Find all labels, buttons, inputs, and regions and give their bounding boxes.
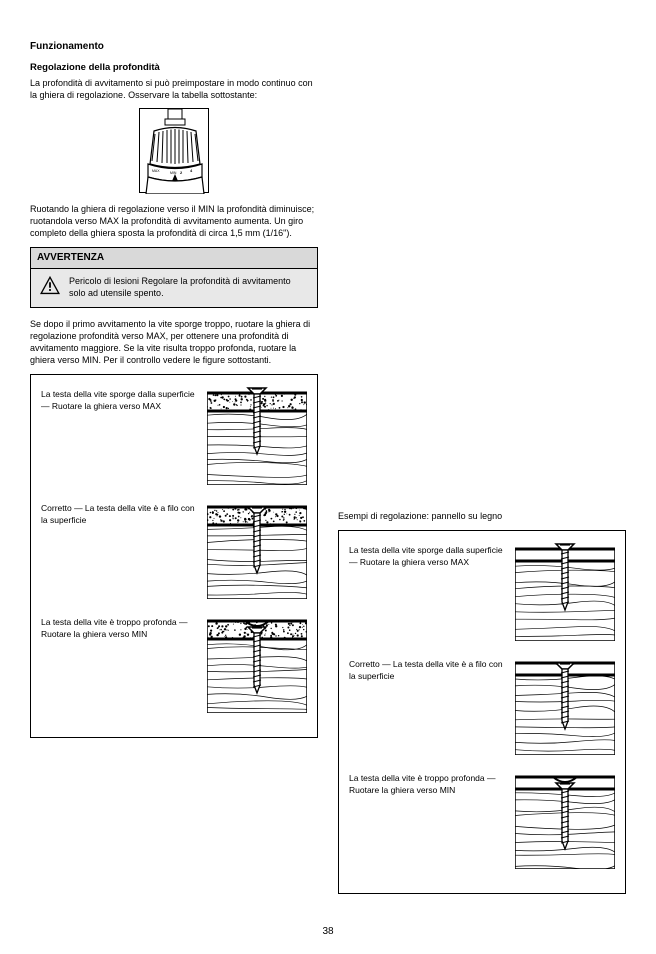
dial-label-max: MAX bbox=[152, 169, 160, 173]
screw-example-illustration bbox=[515, 541, 615, 641]
screw-example-row: Corretto — La testa della vite è a filo … bbox=[41, 499, 307, 599]
screw-example-illustration bbox=[515, 769, 615, 869]
screw-illustration bbox=[515, 769, 615, 869]
subsection-title: Regolazione della profondità bbox=[30, 62, 318, 75]
right-column: Esempi di regolazione: pannello su legno… bbox=[338, 40, 626, 894]
depth-dial-figure: MAX MIN 2 4 bbox=[139, 108, 209, 193]
screw-illustration bbox=[515, 541, 615, 641]
warning-icon bbox=[39, 275, 61, 298]
paragraph: La profondità di avvitamento si può prei… bbox=[30, 77, 318, 101]
screw-example-illustration bbox=[207, 499, 307, 599]
screw-example-row: La testa della vite è troppo profonda — … bbox=[349, 769, 615, 869]
warning-body: Pericolo di lesioni Regolare la profondi… bbox=[31, 269, 317, 307]
screw-example-row: La testa della vite sporge dalla superfi… bbox=[349, 541, 615, 641]
screw-illustration bbox=[207, 385, 307, 485]
dial-svg: MAX MIN 2 4 bbox=[140, 109, 210, 194]
screw-example-label: Corretto — La testa della vite è a filo … bbox=[349, 655, 507, 682]
screw-example-label: La testa della vite sporge dalla superfi… bbox=[41, 385, 199, 412]
warning-box: AVVERTENZA Pericolo di lesioni Regolare … bbox=[30, 247, 318, 308]
screw-example-illustration bbox=[207, 613, 307, 713]
section-title: Funzionamento bbox=[30, 40, 318, 54]
screw-examples-box-right: La testa della vite sporge dalla superfi… bbox=[338, 530, 626, 894]
screw-illustration bbox=[207, 499, 307, 599]
screw-example-row: Corretto — La testa della vite è a filo … bbox=[349, 655, 615, 755]
screw-example-label: La testa della vite è troppo profonda — … bbox=[41, 613, 199, 640]
page-columns: Funzionamento Regolazione della profondi… bbox=[30, 40, 626, 894]
left-column: Funzionamento Regolazione della profondi… bbox=[30, 40, 318, 894]
screw-example-illustration bbox=[515, 655, 615, 755]
screw-example-label: Corretto — La testa della vite è a filo … bbox=[41, 499, 199, 526]
screw-illustration bbox=[515, 655, 615, 755]
dial-label-min: MIN bbox=[170, 171, 177, 175]
screw-example-label: La testa della vite è troppo profonda — … bbox=[349, 769, 507, 796]
screw-example-label: La testa della vite sporge dalla superfi… bbox=[349, 541, 507, 568]
screw-example-row: La testa della vite è troppo profonda — … bbox=[41, 613, 307, 713]
warning-header: AVVERTENZA bbox=[31, 248, 317, 269]
screw-illustration bbox=[207, 613, 307, 713]
screw-examples-box-left: La testa della vite sporge dalla superfi… bbox=[30, 374, 318, 738]
paragraph: Esempi di regolazione: pannello su legno bbox=[338, 510, 626, 522]
paragraph: Ruotando la ghiera di regolazione verso … bbox=[30, 203, 318, 239]
screw-example-illustration bbox=[207, 385, 307, 485]
paragraph: Se dopo il primo avvitamento la vite spo… bbox=[30, 318, 318, 367]
page-number: 38 bbox=[322, 925, 333, 939]
warning-text: Pericolo di lesioni Regolare la profondi… bbox=[69, 275, 309, 299]
screw-example-row: La testa della vite sporge dalla superfi… bbox=[41, 385, 307, 485]
